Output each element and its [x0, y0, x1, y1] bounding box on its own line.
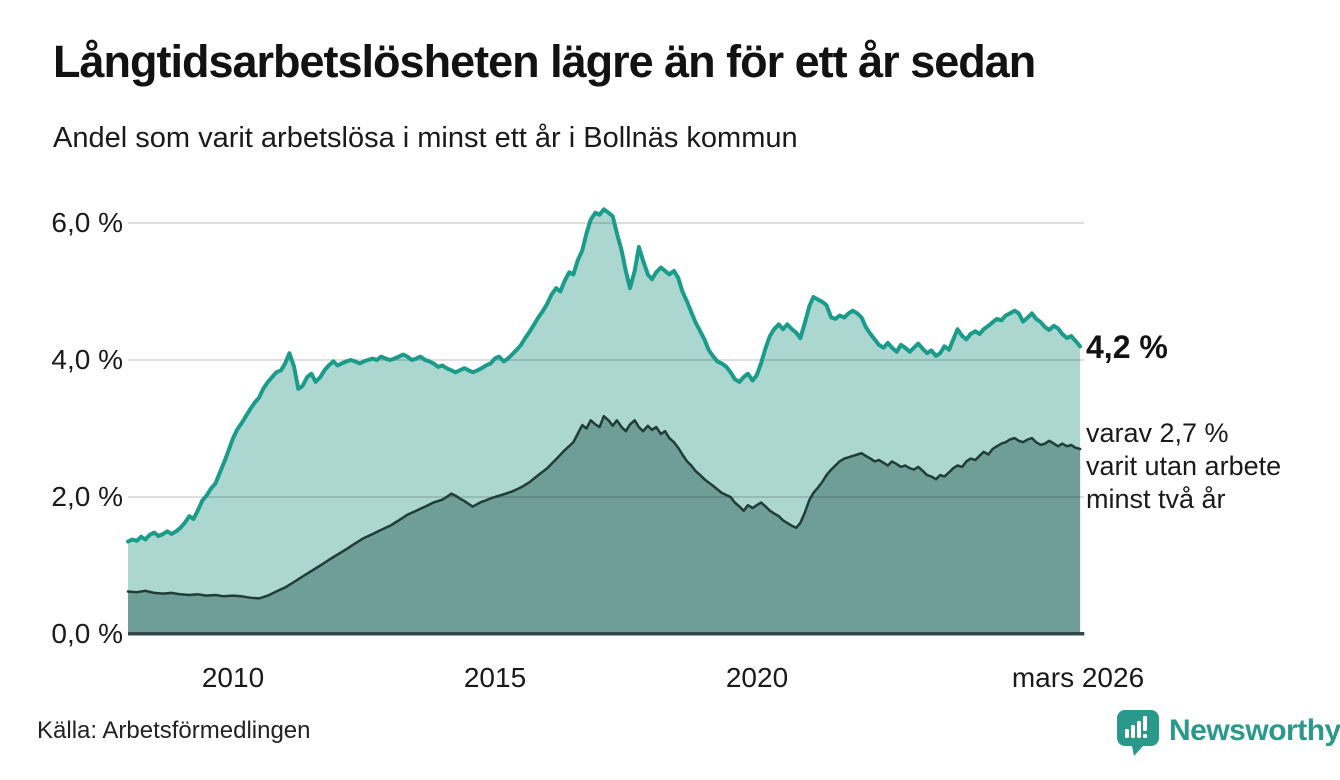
x-axis-line [128, 632, 1085, 636]
series-area [128, 416, 1081, 634]
series-line [126, 414, 1082, 600]
source-attribution: Källa: Arbetsförmedlingen [37, 717, 311, 744]
y-axis-tick-label: 2,0 % [51, 481, 123, 512]
series-end-note-line: varav 2,7 % [1086, 418, 1229, 448]
y-axis-tick-label: 4,0 % [51, 344, 123, 375]
page-title: Långtidsarbetslösheten lägre än för ett … [53, 36, 1036, 87]
x-axis-tick-label: 2020 [725, 662, 789, 693]
series-end-value-label: 4,2 % [1086, 329, 1168, 365]
page-subtitle: Andel som varit arbetslösa i minst ett å… [53, 122, 798, 154]
y-axis-tick-label: 6,0 % [51, 207, 123, 238]
series-line [126, 207, 1083, 544]
y-axis-tick-label: 0,0 % [51, 618, 123, 649]
series-end-note: varav 2,7 % varit utan arbete minst två … [1086, 417, 1281, 516]
newsworthy-logo-text: Newsworthy [1169, 714, 1340, 747]
series-end-note-line: varit utan arbete [1086, 451, 1282, 481]
newsworthy-logo-icon [1117, 710, 1159, 756]
x-axis-tick-label: mars 2026 [1011, 662, 1145, 693]
series-end-note-line: minst två år [1086, 484, 1226, 514]
newsworthy-logo: Newsworthy [1117, 710, 1340, 756]
x-axis-tick-label: 2015 [463, 662, 527, 693]
x-axis-tick-label: 2010 [201, 662, 265, 693]
